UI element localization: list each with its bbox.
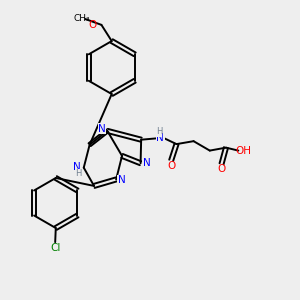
Text: O: O xyxy=(88,20,97,30)
Text: N: N xyxy=(118,175,125,185)
Text: N: N xyxy=(142,158,150,168)
Text: Cl: Cl xyxy=(50,243,60,253)
Text: N: N xyxy=(73,162,81,172)
Text: O: O xyxy=(218,164,226,174)
Text: N: N xyxy=(98,124,106,134)
Text: OH: OH xyxy=(236,146,252,156)
Text: H: H xyxy=(75,169,82,178)
Text: CH₃: CH₃ xyxy=(74,14,91,23)
Text: N: N xyxy=(156,133,164,143)
Text: O: O xyxy=(167,160,175,171)
Text: H: H xyxy=(156,127,162,136)
